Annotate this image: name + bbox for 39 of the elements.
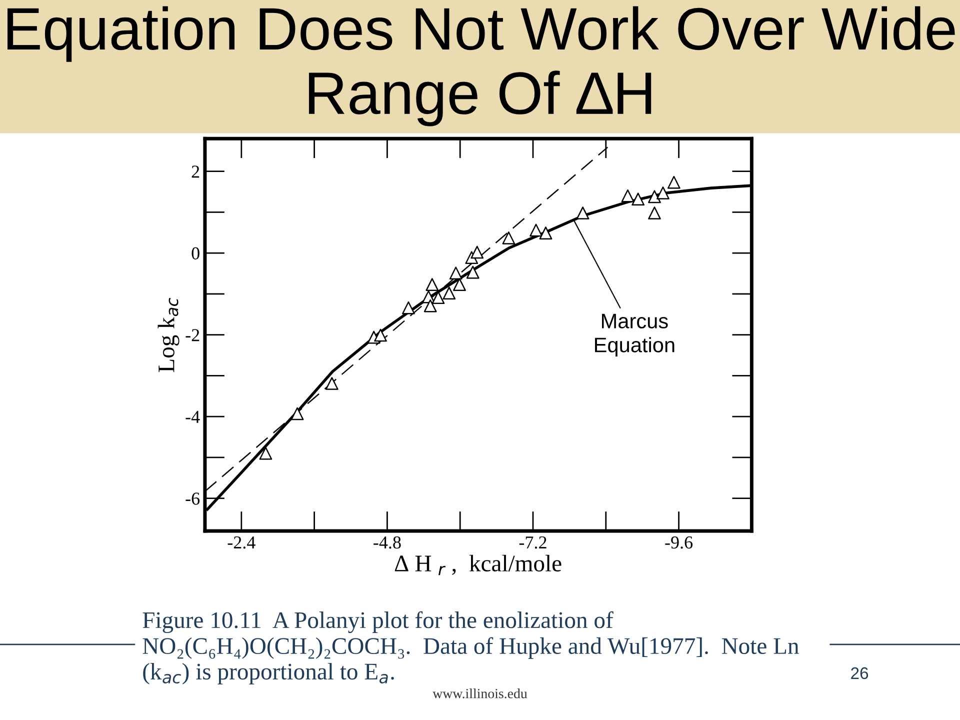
- y-tick-label: -4: [186, 410, 200, 423]
- point: [539, 226, 552, 240]
- point: [325, 377, 338, 390]
- point: [621, 189, 634, 202]
- y-tick-label: -2: [186, 329, 200, 342]
- point: [530, 224, 542, 237]
- caption: Figure 10.11 A Polanyi plot for the enolization of NO₂(C₆H₄)O(CH₂)₂COCH₃. Data of Hupke and Wu[1977]. Note Ln (k$_{ac}$) is proportional to E$_{a}$.: [142, 611, 799, 684]
- point: [442, 286, 456, 300]
- annotation: Marcus Equation: [595, 314, 674, 356]
- point: [449, 266, 462, 280]
- point: [426, 278, 439, 291]
- point: [466, 266, 480, 279]
- point: [632, 192, 645, 206]
- chart-title: Equation Does Not Work Over Wide Range Of ∆H: [7, 6, 955, 126]
- y-axis-title: Log k$_{ac}$: [158, 298, 180, 372]
- point: [470, 246, 484, 259]
- x-axis-title: ∆ H $_{r}$ , kcal/mole: [394, 554, 562, 576]
- y-tick-label: 0: [192, 247, 200, 260]
- point: [656, 186, 670, 200]
- point: [290, 407, 304, 420]
- point: [402, 301, 415, 314]
- point: [667, 176, 680, 189]
- point: [259, 446, 272, 460]
- point: [453, 278, 466, 291]
- point: [374, 328, 387, 342]
- x-tick-label: -4.8: [374, 536, 401, 549]
- point: [502, 231, 516, 244]
- x-tick-label: -7.2: [519, 536, 546, 549]
- text: www.illinois.edu: [432, 688, 528, 698]
- point: [432, 291, 445, 304]
- point: [648, 190, 661, 204]
- x-tick-label: -9.6: [665, 536, 693, 549]
- x-tick-label: -2.4: [228, 536, 256, 549]
- text: 26: [851, 667, 868, 680]
- y-tick-label: 2: [192, 166, 200, 178]
- point: [424, 299, 437, 312]
- y-tick-label: -6: [186, 492, 200, 505]
- point: [576, 206, 590, 220]
- point: [648, 206, 661, 220]
